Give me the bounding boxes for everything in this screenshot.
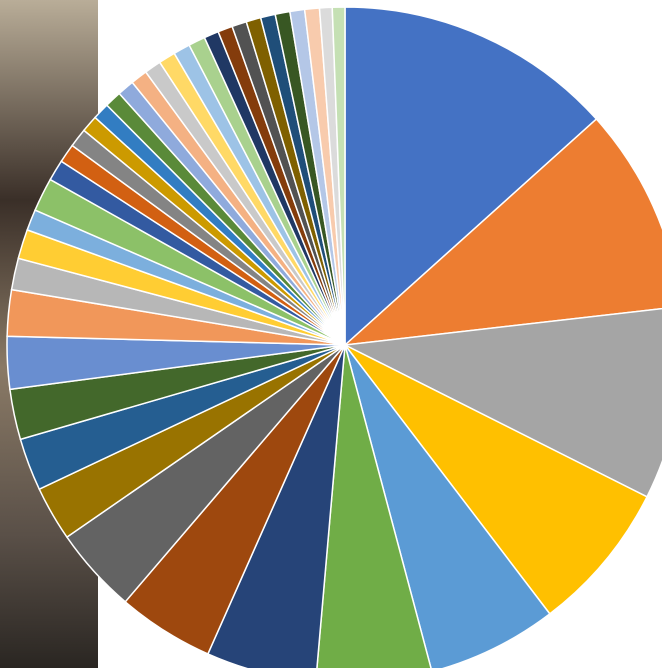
pie-slice (344, 344, 648, 615)
pie-slice (316, 344, 432, 668)
pie-slice (344, 344, 551, 668)
pie-slice (342, 307, 662, 498)
pie (6, 6, 662, 668)
pie-slice (344, 6, 598, 347)
pie-slice (331, 6, 346, 346)
pie-slice (342, 117, 662, 347)
